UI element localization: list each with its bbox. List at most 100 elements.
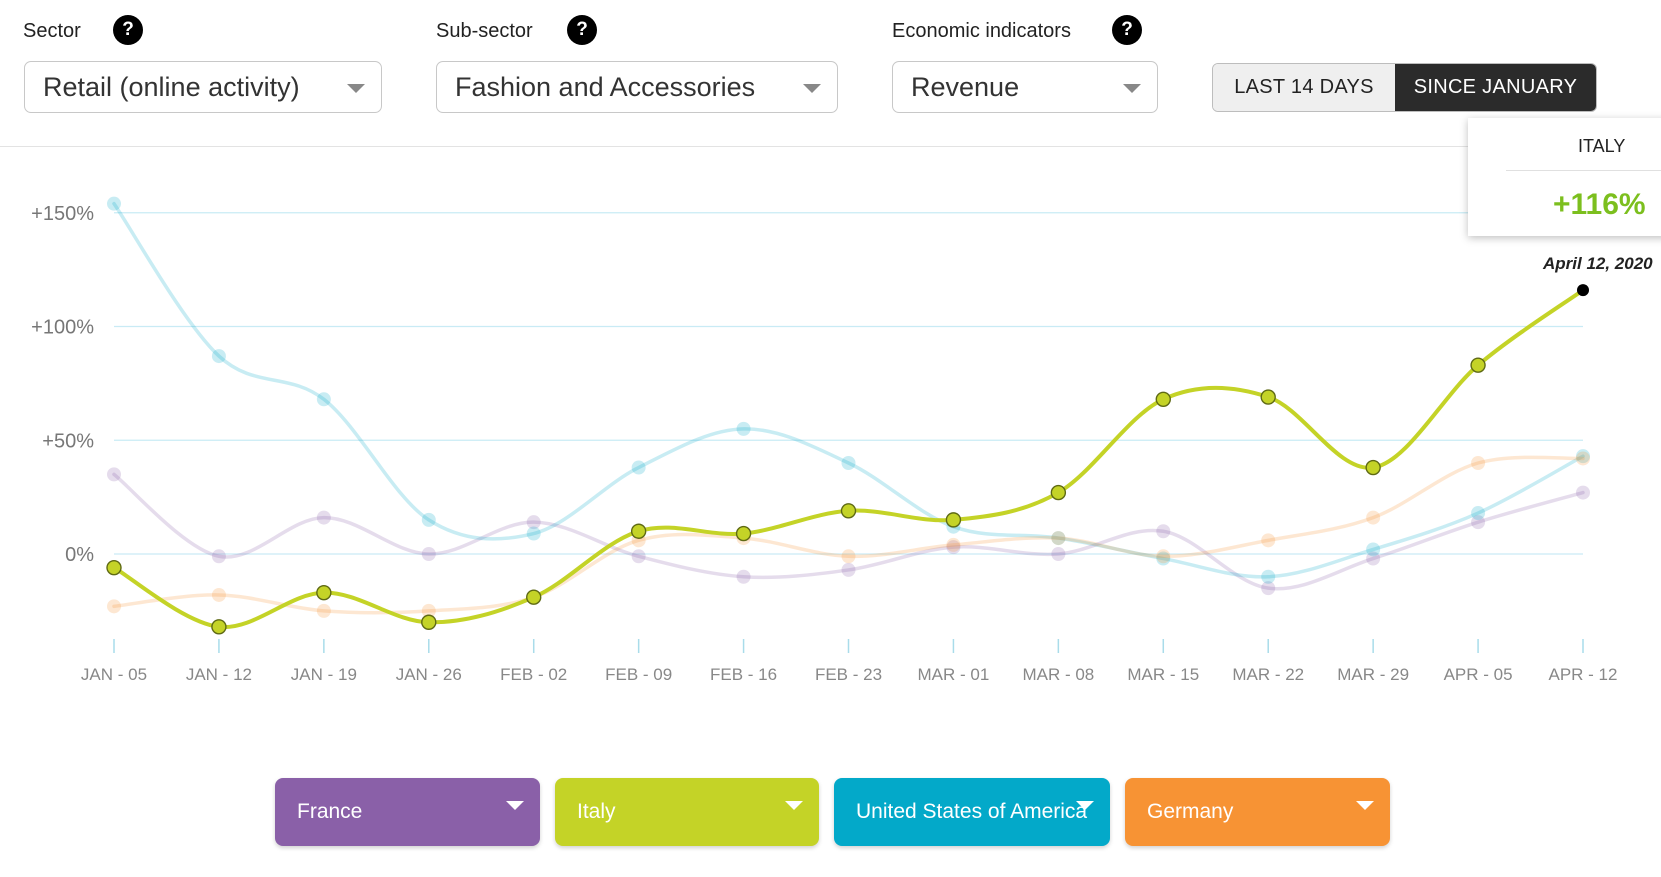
data-point-italy[interactable]: [1260, 389, 1276, 405]
data-point-italy[interactable]: [1365, 459, 1381, 476]
data-point-italy[interactable]: [421, 614, 437, 630]
country-select-italy[interactable]: Italy: [555, 778, 819, 846]
data-point-united-states-of-america[interactable]: [736, 421, 751, 436]
y-tick-label: +100%: [31, 317, 94, 339]
tooltip-country: ITALY: [1578, 136, 1626, 156]
data-point-united-states-of-america[interactable]: [1471, 506, 1486, 521]
data-point-italy[interactable]: [945, 512, 962, 528]
country-select-usa[interactable]: United States of America: [834, 778, 1110, 846]
tooltip-value: +116%: [1553, 188, 1646, 221]
data-point-united-states-of-america[interactable]: [421, 512, 436, 527]
data-point-united-states-of-america[interactable]: [1366, 542, 1381, 557]
data-point-germany[interactable]: [211, 587, 226, 602]
data-point-france[interactable]: [631, 549, 646, 564]
data-point-united-states-of-america[interactable]: [526, 526, 541, 541]
data-point-italy[interactable]: [526, 589, 542, 605]
y-tick-label: 0%: [65, 544, 94, 566]
sector-select-value: Retail (online activity): [43, 71, 300, 102]
chevron-down-icon: [803, 84, 821, 93]
x-tick-label: JAN - 26: [396, 665, 462, 684]
data-point-france[interactable]: [211, 549, 226, 564]
data-point-germany[interactable]: [1471, 456, 1486, 470]
data-point-france[interactable]: [1051, 547, 1066, 561]
data-point-france[interactable]: [1261, 581, 1276, 596]
chevron-down-icon: [1123, 84, 1141, 93]
data-point-italy[interactable]: [1155, 391, 1171, 407]
data-point-france[interactable]: [526, 515, 541, 530]
data-point-germany[interactable]: [1156, 549, 1171, 564]
y-tick-label: +150%: [31, 203, 94, 225]
country-select-france[interactable]: France: [275, 778, 540, 846]
data-point-germany[interactable]: [1366, 510, 1381, 525]
tooltip-date: April 12, 2020: [1543, 254, 1653, 273]
x-tick-label: FEB - 09: [605, 665, 672, 684]
x-tick-label: FEB - 23: [815, 665, 882, 684]
chevron-down-icon: [347, 84, 365, 93]
data-point-united-states-of-america[interactable]: [316, 392, 331, 407]
data-point-united-states-of-america[interactable]: [1156, 551, 1171, 566]
data-point-italy[interactable]: [211, 619, 227, 635]
data-point-united-states-of-america[interactable]: [1576, 449, 1590, 464]
x-tick-label: APR - 12: [1549, 665, 1618, 684]
data-point-italy[interactable]: [735, 525, 752, 542]
data-point-united-states-of-america[interactable]: [1261, 569, 1276, 584]
tooltip-divider: [1506, 170, 1661, 171]
x-tick-label: MAR - 29: [1337, 665, 1409, 684]
data-point-france[interactable]: [841, 562, 856, 577]
data-point-france[interactable]: [107, 467, 121, 482]
data-point-united-states-of-america[interactable]: [1051, 531, 1066, 546]
chevron-down-icon: [1076, 801, 1094, 810]
data-point-italy[interactable]: [840, 503, 857, 519]
indicator-help-icon[interactable]: ?: [1112, 15, 1142, 45]
data-point-germany[interactable]: [1261, 533, 1276, 548]
data-point-italy[interactable]: [630, 523, 647, 539]
data-point-germany[interactable]: [946, 537, 961, 552]
x-tick-label: JAN - 05: [81, 665, 147, 684]
sector-select[interactable]: Retail (online activity): [24, 61, 382, 113]
subsector-select[interactable]: Fashion and Accessories: [436, 61, 838, 113]
data-point-france[interactable]: [946, 540, 961, 555]
subsector-select-value: Fashion and Accessories: [455, 71, 756, 102]
header-divider: [0, 146, 1661, 147]
data-point-france[interactable]: [316, 510, 331, 525]
indicator-select-value: Revenue: [911, 71, 1020, 102]
country-select-label: France: [297, 800, 363, 823]
data-point-germany[interactable]: [107, 599, 121, 614]
data-point-italy[interactable]: [1050, 484, 1067, 501]
x-tick-label: MAR - 22: [1232, 665, 1304, 684]
country-select-label: Germany: [1147, 800, 1234, 823]
sector-help-icon[interactable]: ?: [113, 15, 143, 45]
subsector-help-icon[interactable]: ?: [567, 15, 597, 45]
line-chart: 0% +50% +100% +150% JAN - 05 JAN - 12 JAN - 1…: [31, 196, 1618, 684]
since-january-button[interactable]: SINCE JANUARY: [1395, 64, 1596, 111]
last-14-days-button[interactable]: LAST 14 DAYS: [1213, 64, 1395, 111]
data-point-italy[interactable]: [106, 559, 122, 576]
data-point-italy[interactable]: [1470, 357, 1486, 373]
chart-tooltip: ITALY +116%: [1468, 118, 1661, 236]
indicator-select[interactable]: Revenue: [892, 61, 1158, 113]
data-point-united-states-of-america[interactable]: [841, 456, 856, 470]
series-line-united-states-of-america: [112, 201, 1585, 579]
data-point-united-states-of-america[interactable]: [107, 196, 121, 211]
series-line-germany: [112, 455, 1585, 615]
data-point-france[interactable]: [1576, 485, 1590, 500]
country-select-label: United States of America: [856, 800, 1088, 823]
chevron-down-icon: [506, 801, 524, 810]
data-point-france[interactable]: [1471, 515, 1486, 530]
data-point-italy[interactable]: [1577, 284, 1589, 297]
data-point-france[interactable]: [736, 569, 751, 584]
data-point-italy[interactable]: [316, 584, 332, 601]
data-point-france[interactable]: [421, 547, 436, 561]
data-point-germany[interactable]: [1051, 531, 1066, 546]
data-point-united-states-of-america[interactable]: [211, 349, 226, 364]
data-point-france[interactable]: [1366, 551, 1381, 566]
data-point-united-states-of-america[interactable]: [631, 460, 646, 475]
data-point-france[interactable]: [1156, 524, 1171, 539]
data-point-germany[interactable]: [841, 549, 856, 564]
data-point-germany[interactable]: [1576, 451, 1590, 466]
country-select-germany[interactable]: Germany: [1125, 778, 1390, 846]
data-point-germany[interactable]: [421, 603, 436, 618]
data-point-germany[interactable]: [316, 603, 331, 618]
sector-label: Sector: [23, 20, 81, 42]
x-tick-label: MAR - 15: [1127, 665, 1199, 684]
